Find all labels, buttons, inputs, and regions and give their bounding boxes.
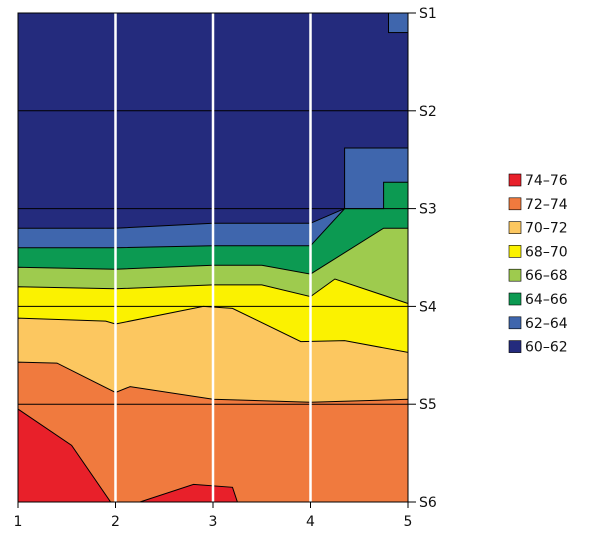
- legend-item-62–64: 62–64: [508, 316, 568, 332]
- x-tick-label-1: 1: [14, 514, 23, 530]
- legend-swatch: [508, 268, 522, 282]
- legend-swatch: [508, 340, 522, 353]
- legend-item-60–62: 60–62: [508, 340, 568, 356]
- legend-item-72–74: 72–74: [508, 197, 568, 213]
- x-tick-label-5: 5: [404, 514, 413, 530]
- legend-swatch: [508, 197, 522, 211]
- y-tick-label-S1: S1: [419, 6, 437, 22]
- legend-label: 70–72: [525, 221, 568, 237]
- gridlines: [18, 12, 408, 503]
- legend-label: 66–68: [525, 268, 568, 284]
- legend-swatch: [508, 245, 522, 258]
- band-62-64-corner: [388, 12, 409, 34]
- legend-label: 62–64: [525, 316, 568, 332]
- x-tick-label-2: 2: [111, 514, 120, 530]
- legend-swatch: [508, 221, 522, 234]
- legend-label: 60–62: [525, 340, 568, 356]
- legend-label: 72–74: [525, 197, 568, 213]
- x-tick-label-4: 4: [306, 514, 315, 530]
- y-tick-label-S4: S4: [419, 299, 437, 315]
- legend-item-64–66: 64–66: [508, 292, 568, 308]
- y-tick-label-S3: S3: [419, 202, 437, 218]
- legend-item-70–72: 70–72: [508, 221, 568, 237]
- legend-swatch: [508, 292, 522, 306]
- y-tick-label-S5: S5: [419, 397, 437, 413]
- legend-swatch: [508, 173, 522, 187]
- axes: 1 2 3 4 5 S1 S2 S3 S4 S5 S6: [14, 6, 437, 530]
- legend-item-68–70: 68–70: [508, 244, 568, 260]
- y-tick-label-S6: S6: [419, 495, 437, 511]
- legend-item-66–68: 66–68: [508, 268, 568, 284]
- legend-item-74–76: 74–76: [508, 173, 568, 189]
- legend-label: 64–66: [525, 292, 568, 308]
- x-tick-label-3: 3: [209, 514, 218, 530]
- legend: 74–76 72–74 70–72 68–70 66–68 64–66 62–64 60–62: [508, 173, 568, 356]
- legend-label: 74–76: [525, 173, 568, 189]
- legend-label: 68–70: [525, 244, 568, 260]
- y-tick-label-S2: S2: [419, 104, 437, 120]
- legend-swatch: [508, 316, 522, 330]
